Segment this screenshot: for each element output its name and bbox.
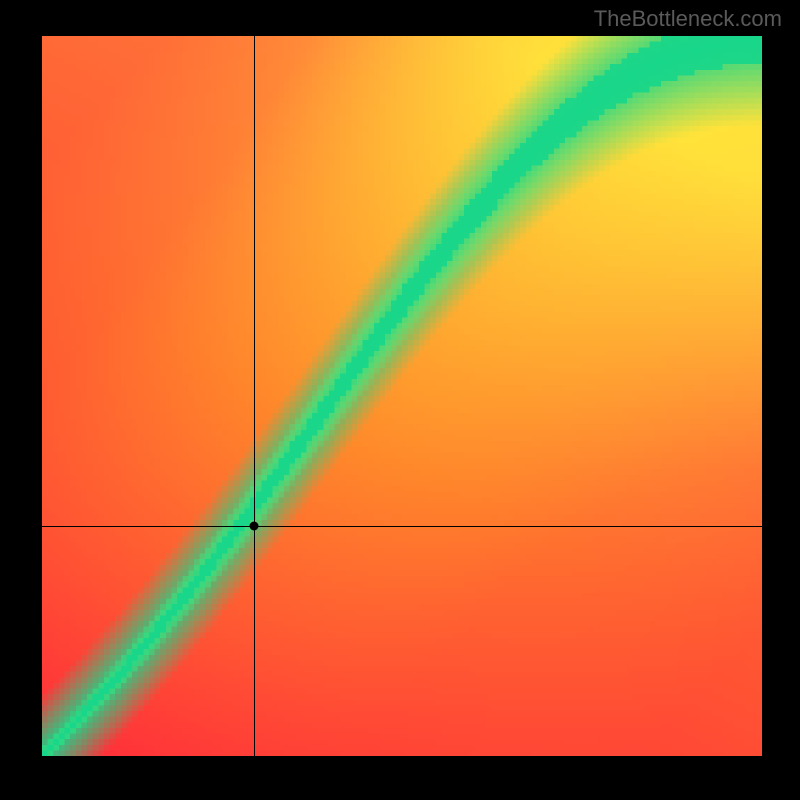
crosshair-horizontal	[42, 526, 762, 527]
watermark-text: TheBottleneck.com	[594, 6, 782, 32]
heatmap-canvas	[42, 36, 762, 756]
crosshair-marker	[250, 522, 259, 531]
heatmap-plot	[42, 36, 762, 756]
crosshair-vertical	[254, 36, 255, 756]
